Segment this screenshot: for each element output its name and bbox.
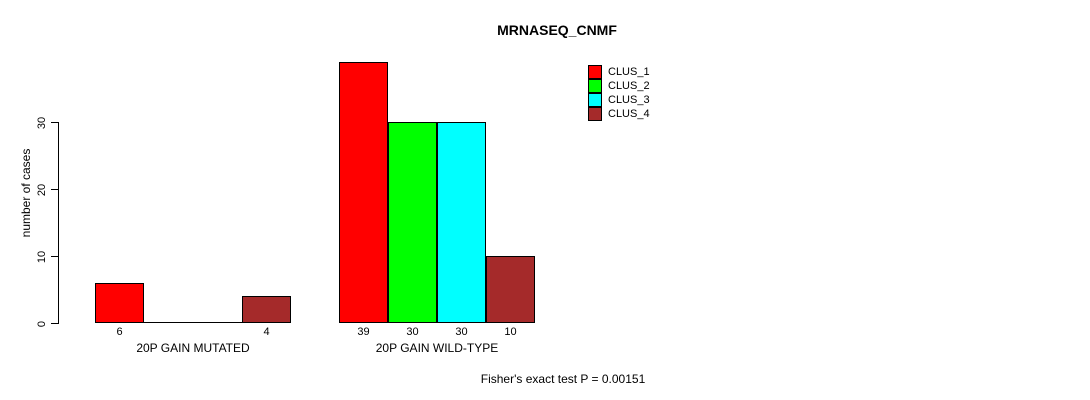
- legend-item-clus-3: CLUS_3: [588, 93, 650, 107]
- legend-color-swatch: [588, 79, 602, 93]
- annotation-text: Fisher's exact test P = 0.00151: [480, 372, 646, 386]
- chart-title: MRNASEQ_CNMF: [497, 22, 617, 38]
- legend-item-clus-1: CLUS_1: [588, 65, 650, 79]
- bar-clus-2-20p-gain-mutated-zero: [144, 322, 194, 323]
- bar-clus-1-20p-gain-wild-type: [339, 62, 388, 323]
- legend-label: CLUS_1: [608, 66, 650, 78]
- bar-value-label: 39: [357, 326, 370, 338]
- y-axis-tick-label: 10: [36, 250, 48, 263]
- legend: CLUS_1 CLUS_2 CLUS_3 CLUS_4: [588, 65, 650, 121]
- y-axis-tick: [51, 323, 58, 324]
- bar-value-label: 30: [406, 326, 419, 338]
- legend-item-clus-4: CLUS_4: [588, 107, 650, 121]
- bar-clus-4-20p-gain-wild-type: [486, 256, 535, 323]
- legend-color-swatch: [588, 107, 602, 121]
- y-axis-tick-label: 20: [36, 183, 48, 196]
- bar-value-label: 30: [455, 326, 468, 338]
- bar-clus-1-20p-gain-mutated: [95, 283, 144, 323]
- bar-clus-2-20p-gain-wild-type: [388, 122, 437, 323]
- legend-label: CLUS_2: [608, 80, 650, 92]
- y-axis-tick: [51, 122, 58, 123]
- y-axis-tick: [51, 189, 58, 190]
- legend-color-swatch: [588, 65, 602, 79]
- y-axis-tick-label: 0: [36, 320, 48, 327]
- legend-item-clus-2: CLUS_2: [588, 79, 650, 93]
- legend-label: CLUS_3: [608, 94, 650, 106]
- bar-clus-3-20p-gain-mutated-zero: [193, 322, 243, 323]
- bar-clus-3-20p-gain-wild-type: [437, 122, 486, 323]
- legend-label: CLUS_4: [608, 108, 650, 120]
- x-axis-group-label-20p-gain-mutated: 20P GAIN MUTATED: [136, 341, 250, 355]
- y-axis-line: [58, 122, 59, 324]
- y-axis-tick: [51, 256, 58, 257]
- legend-color-swatch: [588, 93, 602, 107]
- bar-clus-4-20p-gain-mutated: [242, 296, 291, 323]
- bar-value-label: 6: [116, 326, 123, 338]
- y-axis-tick-label: 30: [36, 116, 48, 129]
- x-axis-group-label-20p-gain-wild-type: 20P GAIN WILD-TYPE: [375, 341, 499, 355]
- bar-value-label: 10: [504, 326, 517, 338]
- bar-value-label: 4: [263, 326, 270, 338]
